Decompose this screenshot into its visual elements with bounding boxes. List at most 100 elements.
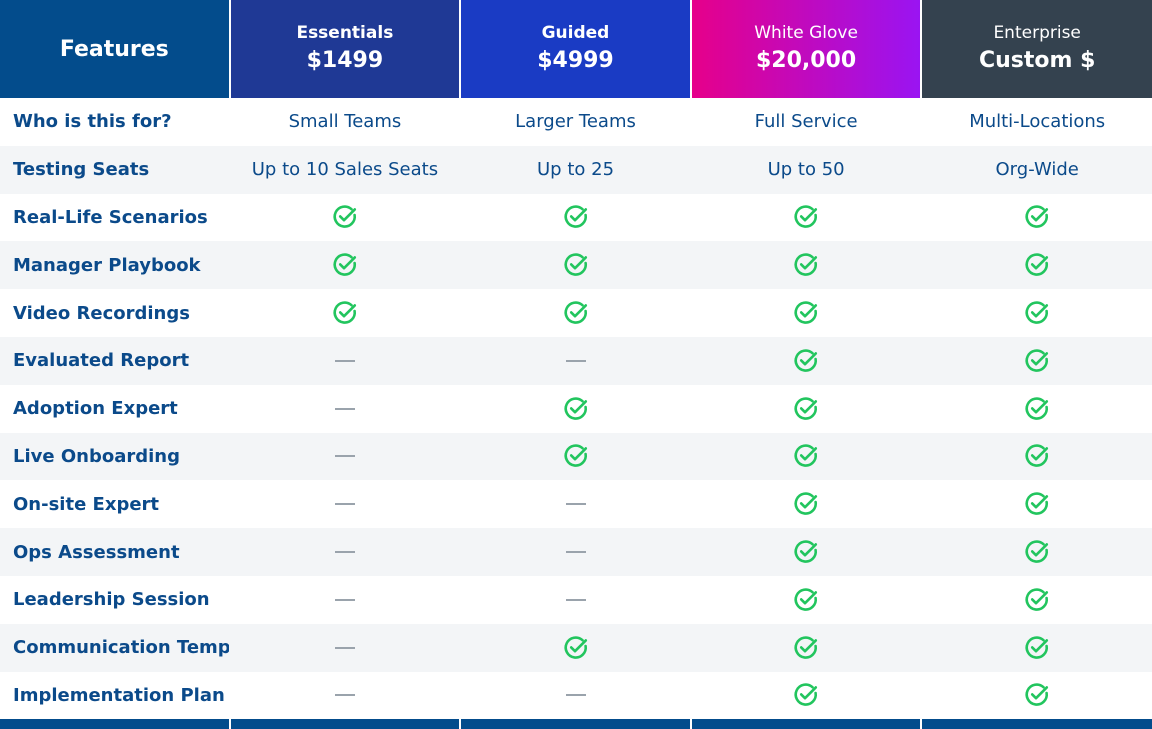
check-icon (793, 252, 819, 278)
footer-segment (922, 719, 1152, 729)
check-icon (793, 682, 819, 708)
table-row: Implementation Plan (0, 672, 1152, 720)
check-cell (922, 528, 1152, 576)
feature-label: Testing Seats (13, 159, 150, 181)
feature-label: Implementation Plan (13, 684, 225, 706)
check-cell (922, 624, 1152, 672)
check-icon (793, 204, 819, 230)
check-cell (231, 289, 460, 337)
check-icon (332, 300, 358, 326)
check-icon (563, 443, 589, 469)
check-icon (563, 635, 589, 661)
dash-cell (461, 337, 690, 385)
check-cell (692, 672, 921, 720)
dash-icon (565, 694, 586, 697)
table-row: Evaluated Report (0, 336, 1152, 385)
footer-segment (461, 719, 690, 729)
check-icon (1024, 204, 1050, 230)
check-icon (332, 252, 358, 278)
check-cell (692, 624, 921, 672)
check-cell (692, 385, 921, 433)
check-icon (563, 204, 589, 230)
check-cell (231, 194, 460, 242)
check-icon (793, 300, 819, 326)
check-cell (461, 241, 690, 289)
check-cell (461, 385, 690, 433)
check-icon (1024, 635, 1050, 661)
check-icon (1024, 348, 1050, 374)
table-row: Who is this for? Small Teams Larger Teams F… (0, 98, 1152, 146)
check-icon (563, 396, 589, 422)
check-icon (793, 396, 819, 422)
table-row: Ops Assessment (0, 528, 1152, 576)
check-cell (692, 528, 921, 576)
dash-icon (334, 551, 355, 554)
check-cell (922, 576, 1152, 624)
dash-icon (565, 503, 586, 506)
check-icon (1024, 587, 1050, 613)
check-icon (332, 204, 358, 230)
plan-header-enterprise: Enterprise Custom $ (922, 0, 1152, 98)
value-cell: Full Service (754, 111, 858, 133)
value-cell: Up to 10 Sales Seats (251, 159, 439, 181)
check-icon (563, 300, 589, 326)
feature-label: On-site Expert (13, 493, 160, 515)
plan-name: Enterprise (993, 23, 1081, 43)
value-cell: Org-Wide (995, 159, 1079, 181)
feature-label: Leadership Session (13, 589, 210, 611)
dash-cell (461, 672, 690, 720)
table-row: Adoption Expert (0, 385, 1152, 433)
check-cell (461, 624, 690, 672)
check-cell (922, 480, 1152, 528)
plan-header-essentials: Essentials $1499 (230, 0, 460, 98)
check-icon (1024, 682, 1050, 708)
plan-header-guided: Guided $4999 (461, 0, 690, 98)
dash-cell (231, 624, 460, 672)
table-row: Live Onboarding (0, 432, 1152, 481)
dash-cell (231, 337, 460, 385)
check-cell (922, 433, 1152, 481)
dash-icon (565, 359, 586, 362)
plan-price: $4999 (537, 48, 614, 73)
check-icon (1024, 252, 1050, 278)
check-cell (692, 337, 921, 385)
check-icon (1024, 539, 1050, 565)
check-icon (793, 491, 819, 517)
check-icon (1024, 443, 1050, 469)
dash-icon (334, 455, 355, 458)
dash-icon (565, 598, 586, 601)
check-icon (793, 635, 819, 661)
table-row: Real-Life Scenarios (0, 194, 1152, 242)
footer-segment (691, 719, 921, 729)
plan-header-white-glove: White Glove $20,000 (691, 0, 921, 98)
plan-name: Guided (541, 23, 610, 43)
table-row: Testing Seats Up to 10 Sales Seats Up to 2… (0, 145, 1152, 194)
plan-price: $20,000 (755, 48, 857, 73)
dash-cell (231, 385, 460, 433)
check-cell (692, 289, 921, 337)
table-header: Features Essentials $1499 Guided $4999 W… (0, 0, 1152, 98)
check-cell (692, 576, 921, 624)
feature-label: Ops Assessment (13, 541, 180, 563)
dash-cell (461, 528, 690, 576)
table-body: Who is this for? Small Teams Larger Teams F… (0, 98, 1152, 719)
plan-name: White Glove (754, 23, 858, 43)
check-cell (922, 337, 1152, 385)
dash-icon (334, 503, 355, 506)
check-cell (231, 241, 460, 289)
check-icon (793, 443, 819, 469)
dash-icon (334, 407, 355, 410)
check-cell (692, 194, 921, 242)
feature-label: Live Onboarding (13, 445, 180, 467)
plan-name: Essentials (296, 23, 394, 43)
check-icon (793, 587, 819, 613)
check-cell (922, 194, 1152, 242)
feature-label: Who is this for? (13, 111, 172, 133)
features-title: Features (59, 36, 169, 62)
value-cell: Up to 50 (767, 159, 845, 181)
check-cell (692, 241, 921, 289)
check-icon (563, 252, 589, 278)
feature-label: Adoption Expert (13, 398, 178, 420)
check-cell (922, 385, 1152, 433)
